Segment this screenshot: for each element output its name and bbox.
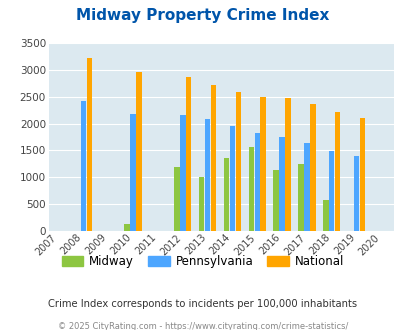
Bar: [174, 167, 179, 231]
Bar: [273, 170, 278, 231]
Legend: Midway, Pennsylvania, National: Midway, Pennsylvania, National: [57, 250, 348, 273]
Bar: [185, 77, 191, 231]
Bar: [322, 200, 328, 231]
Bar: [353, 156, 358, 231]
Bar: [136, 72, 141, 231]
Bar: [309, 104, 315, 231]
Bar: [223, 158, 229, 231]
Bar: [130, 114, 136, 231]
Bar: [248, 147, 254, 231]
Bar: [229, 126, 234, 231]
Bar: [235, 92, 241, 231]
Bar: [81, 101, 86, 231]
Bar: [124, 224, 130, 231]
Text: Midway Property Crime Index: Midway Property Crime Index: [76, 8, 329, 23]
Bar: [205, 119, 210, 231]
Bar: [334, 112, 340, 231]
Bar: [328, 151, 334, 231]
Bar: [210, 85, 216, 231]
Bar: [285, 98, 290, 231]
Bar: [303, 143, 309, 231]
Bar: [254, 133, 259, 231]
Bar: [87, 58, 92, 231]
Text: © 2025 CityRating.com - https://www.cityrating.com/crime-statistics/: © 2025 CityRating.com - https://www.city…: [58, 322, 347, 330]
Bar: [198, 177, 204, 231]
Bar: [260, 97, 265, 231]
Bar: [179, 115, 185, 231]
Bar: [298, 164, 303, 231]
Bar: [359, 117, 364, 231]
Bar: [279, 138, 284, 231]
Text: Crime Index corresponds to incidents per 100,000 inhabitants: Crime Index corresponds to incidents per…: [48, 299, 357, 309]
